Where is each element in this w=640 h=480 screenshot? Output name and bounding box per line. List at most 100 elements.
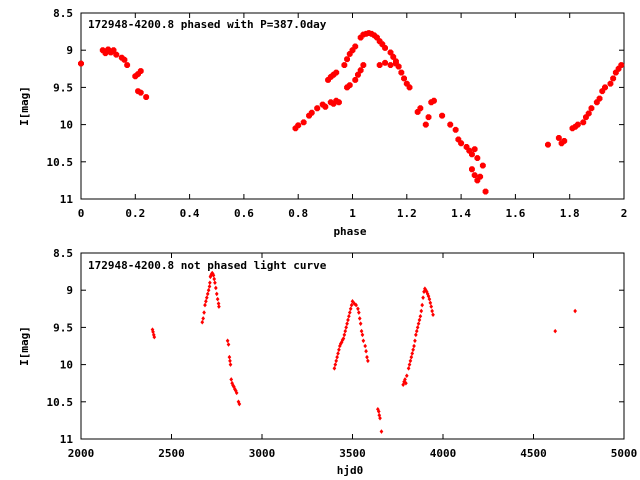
data-point bbox=[417, 105, 424, 112]
data-point bbox=[471, 172, 478, 179]
data-point bbox=[78, 60, 84, 67]
data-point bbox=[387, 62, 394, 68]
data-point bbox=[203, 302, 207, 308]
data-point bbox=[360, 62, 367, 68]
data-point bbox=[215, 296, 220, 302]
unphased-light-curve-plot: 172948-4200.8 not phased light curve hjd… bbox=[18, 247, 637, 477]
data-point bbox=[151, 329, 155, 335]
data-point bbox=[607, 80, 614, 87]
data-point bbox=[332, 366, 337, 371]
data-point bbox=[347, 313, 351, 319]
data-point bbox=[354, 302, 358, 308]
data-point bbox=[333, 69, 340, 76]
y-tick-label: 9 bbox=[66, 284, 73, 297]
data-point bbox=[335, 354, 339, 360]
data-point bbox=[211, 273, 216, 278]
data-point bbox=[404, 373, 409, 379]
x-tick-label: 1.2 bbox=[397, 207, 417, 220]
data-point bbox=[364, 348, 368, 354]
data-point bbox=[213, 280, 217, 286]
x-tick-label: 0.2 bbox=[125, 207, 145, 220]
axis-ticks: 2000 2500 3000 3500 4000 4500 5000 8.5 9 9.5 10 10.… bbox=[47, 247, 638, 460]
data-point bbox=[403, 377, 407, 382]
data-point bbox=[230, 380, 234, 386]
y-tick-label: 11 bbox=[60, 433, 74, 446]
y-axis-label: I[mag] bbox=[18, 86, 31, 126]
data-point bbox=[426, 293, 431, 299]
data-point bbox=[295, 122, 302, 129]
x-tick-label: 0.4 bbox=[180, 207, 200, 220]
data-points bbox=[150, 270, 577, 434]
data-point bbox=[202, 310, 206, 315]
data-point bbox=[413, 338, 417, 344]
y-tick-label: 10 bbox=[60, 359, 73, 372]
data-point bbox=[352, 77, 359, 83]
data-point bbox=[573, 308, 577, 314]
data-point bbox=[336, 99, 342, 106]
data-point bbox=[416, 321, 421, 326]
data-point bbox=[366, 358, 370, 364]
data-point bbox=[355, 71, 361, 78]
data-point bbox=[314, 105, 321, 112]
data-point bbox=[344, 325, 349, 330]
data-point bbox=[342, 332, 347, 338]
data-point bbox=[610, 75, 617, 82]
data-point bbox=[418, 313, 423, 319]
data-point bbox=[208, 280, 212, 286]
data-point bbox=[474, 155, 481, 161]
data-point bbox=[124, 62, 131, 68]
data-point bbox=[393, 60, 399, 67]
data-point bbox=[555, 135, 562, 141]
data-point bbox=[428, 300, 433, 306]
data-point bbox=[471, 146, 478, 153]
data-point bbox=[419, 308, 424, 314]
data-point bbox=[424, 289, 429, 294]
data-point bbox=[482, 188, 489, 195]
data-point bbox=[469, 151, 475, 158]
data-point bbox=[414, 332, 418, 338]
data-point bbox=[458, 140, 465, 147]
data-point bbox=[346, 82, 353, 89]
x-tick-label: 1.8 bbox=[560, 207, 580, 220]
data-point bbox=[431, 312, 435, 318]
x-tick-label: 1.6 bbox=[505, 207, 525, 220]
x-tick-label: 0.6 bbox=[234, 207, 254, 220]
data-point bbox=[439, 112, 446, 119]
data-point bbox=[229, 377, 234, 382]
data-point bbox=[580, 119, 587, 126]
data-point bbox=[216, 301, 221, 306]
data-point bbox=[341, 62, 348, 68]
data-point bbox=[349, 302, 354, 308]
data-point bbox=[561, 138, 568, 144]
data-point bbox=[113, 51, 120, 58]
data-point bbox=[234, 390, 239, 396]
data-point bbox=[376, 62, 383, 68]
data-point bbox=[225, 338, 230, 344]
data-point bbox=[205, 291, 210, 297]
data-point bbox=[398, 69, 405, 76]
data-point bbox=[401, 75, 407, 82]
data-point bbox=[214, 285, 218, 291]
data-point bbox=[343, 328, 348, 334]
data-point bbox=[110, 47, 117, 54]
data-point bbox=[378, 415, 382, 421]
plot-title: 172948-4200.8 not phased light curve bbox=[88, 259, 327, 272]
data-point bbox=[452, 126, 459, 133]
data-point bbox=[337, 347, 341, 353]
data-point bbox=[206, 287, 211, 293]
y-tick-label: 8.5 bbox=[53, 247, 73, 260]
data-point bbox=[237, 401, 242, 407]
x-tick-label: 2 bbox=[621, 207, 628, 220]
data-point bbox=[410, 351, 415, 356]
data-point bbox=[406, 84, 413, 91]
data-point bbox=[411, 347, 415, 353]
data-point bbox=[121, 56, 128, 63]
data-point bbox=[357, 316, 362, 321]
y-tick-label: 9.5 bbox=[53, 321, 73, 334]
data-point bbox=[574, 121, 581, 128]
data-point bbox=[357, 67, 364, 74]
data-point bbox=[308, 109, 315, 116]
data-point bbox=[545, 141, 551, 148]
data-point bbox=[358, 321, 363, 326]
x-axis-label: hjd0 bbox=[337, 464, 364, 477]
